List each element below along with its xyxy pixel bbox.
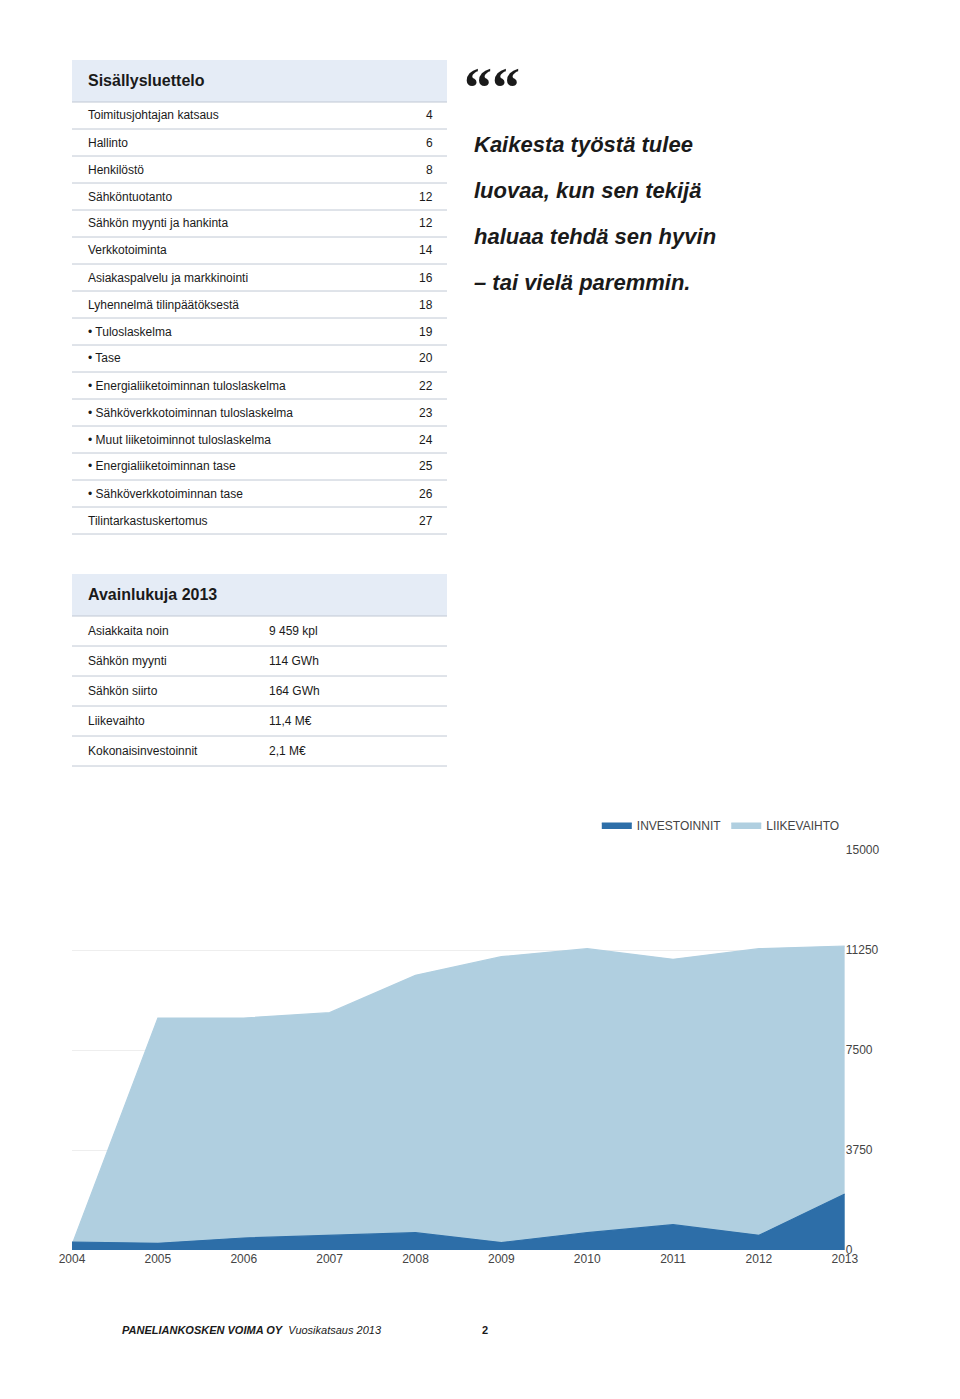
svg-text:Henkilöstö: Henkilöstö [88,163,144,177]
svg-text:LIIKEVAIHTO: LIIKEVAIHTO [766,819,839,833]
svg-text:Sähkön siirto: Sähkön siirto [88,684,158,698]
svg-text:Kokonaisinvestoinnit: Kokonaisinvestoinnit [88,744,198,758]
svg-text:Asiakkaita noin: Asiakkaita noin [88,624,169,638]
svg-text:Kaikesta työstä tulee: Kaikesta työstä tulee [474,132,693,157]
svg-text:• Sähköverkkotoiminnan tulosla: • Sähköverkkotoiminnan tuloslaskelma [88,406,293,420]
svg-text:• Tase: • Tase [88,351,121,365]
svg-text:0: 0 [846,1243,853,1257]
svg-text:2010: 2010 [574,1252,601,1266]
svg-text:2,1 M€: 2,1 M€ [269,744,306,758]
svg-text:2005: 2005 [145,1252,172,1266]
svg-text:16: 16 [419,271,433,285]
svg-text:114 GWh: 114 GWh [269,654,319,668]
svg-text:4: 4 [426,108,433,122]
svg-text:Asiakaspalvelu ja markkinointi: Asiakaspalvelu ja markkinointi [88,271,248,285]
svg-text:2013: 2013 [831,1252,858,1266]
svg-text:11250: 11250 [846,943,879,957]
svg-text:• Energialiiketoiminnan tulosl: • Energialiiketoiminnan tuloslaskelma [88,379,286,393]
svg-text:Sähkön myynti: Sähkön myynti [88,654,167,668]
svg-text:12: 12 [419,190,433,204]
svg-text:Verkkotoiminta: Verkkotoiminta [88,243,167,257]
svg-text:INVESTOINNIT: INVESTOINNIT [637,819,721,833]
svg-text:Tilintarkastuskertomus: Tilintarkastuskertomus [88,514,208,528]
svg-text:haluaa tehdä sen hyvin: haluaa tehdä sen hyvin [474,224,716,249]
svg-text:2007: 2007 [316,1252,343,1266]
svg-text:Sähköntuotanto: Sähköntuotanto [88,190,172,204]
svg-text:2012: 2012 [746,1252,773,1266]
svg-text:2011: 2011 [660,1252,686,1266]
svg-text:24: 24 [419,433,433,447]
svg-text:Sähkön myynti ja hankinta: Sähkön myynti ja hankinta [88,216,228,230]
svg-text:11,4 M€: 11,4 M€ [269,714,312,728]
svg-text:Avainlukuja 2013: Avainlukuja 2013 [88,586,217,603]
svg-text:2009: 2009 [488,1252,515,1266]
svg-text:““: ““ [464,57,520,119]
svg-text:Lyhennelmä tilinpäätöksestä: Lyhennelmä tilinpäätöksestä [88,298,239,312]
svg-text:6: 6 [426,136,433,150]
svg-text:9 459 kpl: 9 459 kpl [269,624,318,638]
svg-text:– tai vielä paremmin.: – tai vielä paremmin. [474,270,690,295]
svg-text:Liikevaihto: Liikevaihto [88,714,145,728]
svg-text:15000: 15000 [846,843,880,857]
svg-text:27: 27 [419,514,433,528]
svg-text:8: 8 [426,163,433,177]
svg-text:12: 12 [419,216,433,230]
svg-text:2008: 2008 [402,1252,429,1266]
svg-text:22: 22 [419,379,433,393]
svg-text:20: 20 [419,351,433,365]
svg-text:2004: 2004 [59,1252,86,1266]
svg-text:luovaa, kun sen tekijä: luovaa, kun sen tekijä [474,178,701,203]
svg-text:2: 2 [482,1324,488,1336]
svg-text:Sisällysluettelo: Sisällysluettelo [88,72,205,89]
svg-text:• Sähköverkkotoiminnan tase: • Sähköverkkotoiminnan tase [88,487,243,501]
svg-text:164 GWh: 164 GWh [269,684,320,698]
svg-text:14: 14 [419,243,433,257]
svg-text:• Muut liiketoiminnot tuloslas: • Muut liiketoiminnot tuloslaskelma [88,433,271,447]
svg-text:3750: 3750 [846,1143,873,1157]
svg-text:2006: 2006 [230,1252,257,1266]
svg-text:Hallinto: Hallinto [88,136,128,150]
svg-text:18: 18 [419,298,433,312]
svg-text:Toimitusjohtajan katsaus: Toimitusjohtajan katsaus [88,108,219,122]
svg-text:25: 25 [419,459,433,473]
svg-text:19: 19 [419,325,433,339]
svg-text:26: 26 [419,487,433,501]
svg-text:7500: 7500 [846,1043,873,1057]
svg-text:23: 23 [419,406,433,420]
svg-text:PANELIANKOSKEN VOIMA OY Vuosi: PANELIANKOSKEN VOIMA OY Vuosikatsaus 201… [122,1324,382,1336]
svg-text:• Tuloslaskelma: • Tuloslaskelma [88,325,172,339]
svg-text:• Energialiiketoiminnan tase: • Energialiiketoiminnan tase [88,459,236,473]
